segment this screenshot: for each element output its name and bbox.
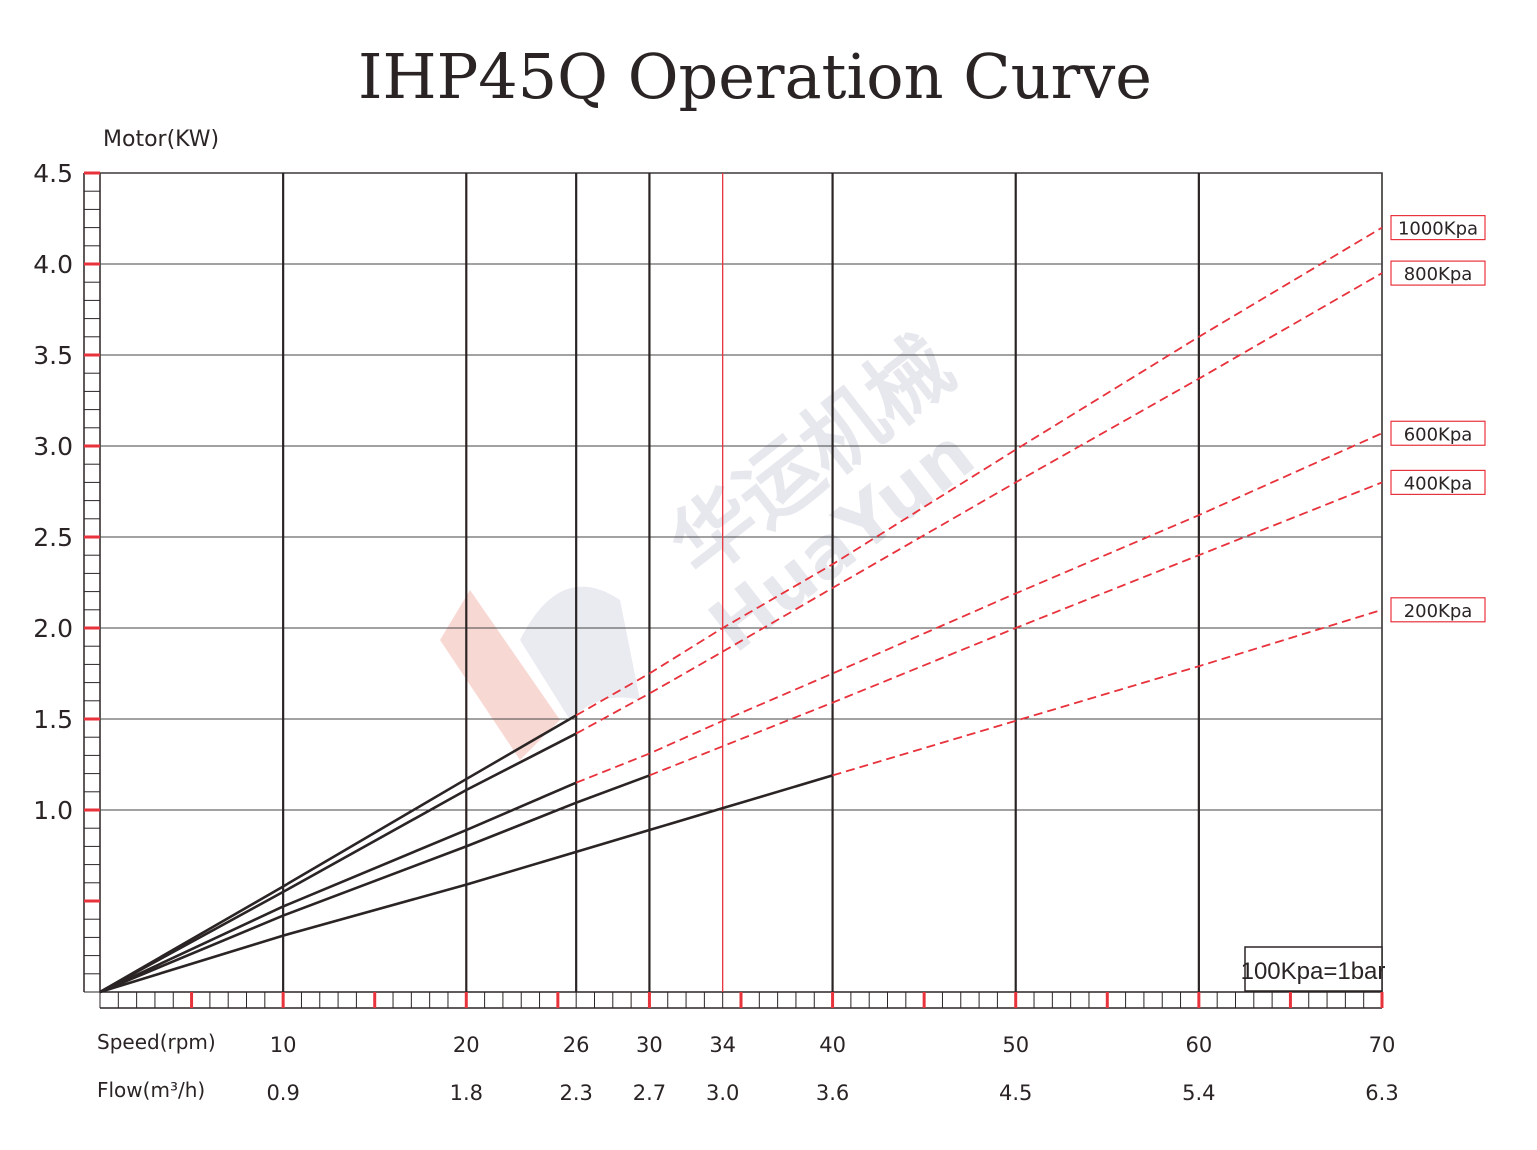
y-tick-label: 2.5 [33, 523, 73, 552]
x-row-label-speed: Speed(rpm) [97, 1030, 216, 1054]
series-label-box [1390, 260, 1486, 286]
y-axis-label: Motor(KW) [103, 127, 219, 152]
speed-tick-label: 10 [270, 1033, 297, 1057]
y-tick-label: 4.0 [33, 250, 73, 279]
flow-tick-label: 3.0 [706, 1081, 739, 1105]
speed-tick-label: 30 [636, 1033, 663, 1057]
flow-tick-label: 2.7 [633, 1081, 666, 1105]
speed-tick-label: 60 [1185, 1033, 1212, 1057]
series-line-dashed [575, 272, 1383, 735]
grid-layer [99, 172, 1383, 993]
flow-tick-label: 5.4 [1182, 1081, 1215, 1105]
series-line-dashed [575, 226, 1383, 717]
series-layer [99, 226, 1383, 994]
flow-tick-label: 3.6 [816, 1081, 849, 1105]
series-line-solid [99, 732, 577, 994]
series-line-solid [99, 774, 650, 994]
chart-title: IHP45Q Operation Curve [358, 40, 1152, 113]
speed-tick-label: 50 [1002, 1033, 1029, 1057]
speed-tick-label: 26 [563, 1033, 590, 1057]
speed-tick-label: 34 [709, 1033, 736, 1057]
flow-tick-label: 0.9 [266, 1081, 299, 1105]
axis-layer [83, 171, 1384, 1009]
series-label: 1000Kpa [1398, 219, 1478, 240]
series-label-box [1390, 469, 1486, 495]
series-line-solid [99, 781, 577, 994]
speed-tick-label: 40 [819, 1033, 846, 1057]
flow-tick-label: 4.5 [999, 1081, 1032, 1105]
series-label: 800Kpa [1404, 264, 1473, 285]
y-tick-label: 1.5 [33, 705, 73, 734]
series-label: 200Kpa [1404, 601, 1473, 622]
unit-note-box: 100Kpa=1bar [1241, 946, 1386, 992]
label-layer: 1.0 1.5 2.0 2.5 3.0 3.5 4.0 4.5 10 20 26 30 34 40 50 60… [33, 159, 1486, 1105]
x-row-label-flow: Flow(m³/h) [97, 1078, 205, 1102]
y-tick-label: 2.0 [33, 614, 73, 643]
series-line-dashed [832, 608, 1383, 777]
y-tick-label: 4.5 [33, 159, 73, 188]
y-tick-label: 1.0 [33, 796, 73, 825]
speed-tick-label: 20 [453, 1033, 480, 1057]
series-label: 400Kpa [1404, 473, 1473, 494]
flow-tick-label: 2.3 [559, 1081, 592, 1105]
flow-tick-label: 6.3 [1365, 1081, 1398, 1105]
series-line-dashed [575, 432, 1383, 784]
speed-tick-label: 70 [1369, 1033, 1396, 1057]
series-line-solid [99, 774, 833, 994]
series-label-box [1390, 215, 1486, 241]
watermark-logo: 华运机械 HuaYun [440, 319, 989, 760]
series-label: 600Kpa [1404, 424, 1473, 445]
y-tick-label: 3.0 [33, 432, 73, 461]
series-line-solid [99, 714, 577, 994]
unit-note-text: 100Kpa=1bar [1241, 958, 1386, 985]
series-label-box [1390, 420, 1486, 446]
series-line-dashed [649, 481, 1383, 777]
flow-tick-label: 1.8 [450, 1081, 483, 1105]
series-label-box [1390, 597, 1486, 623]
y-tick-label: 3.5 [33, 341, 73, 370]
